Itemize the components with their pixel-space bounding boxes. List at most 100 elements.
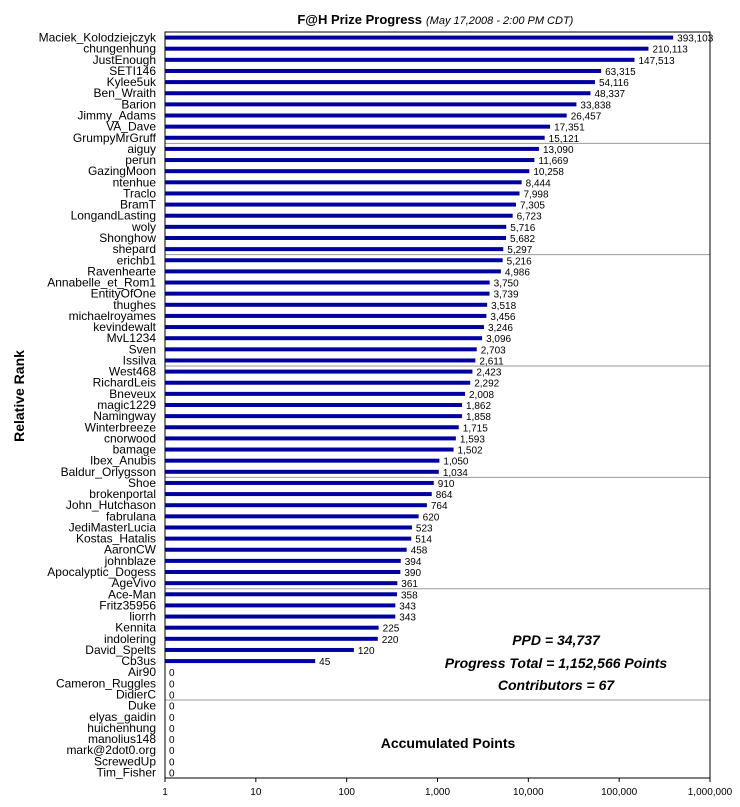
x-tick-label: 10 — [250, 787, 262, 798]
bar — [165, 80, 595, 85]
value-label: 1,050 — [443, 457, 468, 468]
category-label: magic1229 — [97, 398, 156, 412]
bar — [165, 514, 419, 519]
value-label: 45 — [319, 657, 331, 668]
category-label: Tim_Fisher — [96, 765, 156, 779]
bar — [165, 258, 503, 263]
value-label: 343 — [399, 613, 416, 624]
bar — [165, 135, 545, 140]
category-label: ScrewedUp — [94, 754, 156, 768]
value-label: 910 — [438, 479, 455, 490]
value-label: 11,669 — [538, 156, 568, 167]
value-label: 147,513 — [639, 56, 676, 67]
bar — [165, 547, 407, 552]
bar — [165, 503, 427, 508]
value-label: 48,337 — [594, 89, 625, 100]
bar — [165, 469, 439, 474]
value-label: 0 — [169, 768, 175, 779]
bar — [165, 91, 591, 96]
category-label: bamage — [113, 443, 157, 457]
value-label: 864 — [436, 490, 453, 501]
bar — [165, 325, 484, 330]
category-label: GazingMoon — [88, 164, 156, 178]
category-label: Baldur_Orlygsson — [61, 465, 156, 479]
value-label: 33,838 — [580, 100, 611, 111]
bar — [165, 525, 412, 530]
category-label: perun — [125, 153, 156, 167]
category-label: thughes — [113, 298, 156, 312]
category-label: cnorwood — [104, 431, 156, 445]
value-label: 2,423 — [476, 368, 501, 379]
category-label: Barion — [121, 97, 156, 111]
value-label: 2,703 — [481, 345, 506, 356]
value-label: 210,113 — [652, 45, 688, 56]
bar — [165, 558, 401, 563]
value-label: 3,096 — [486, 334, 511, 345]
category-label: Namingway — [93, 409, 156, 423]
value-label: 1,502 — [458, 446, 483, 457]
bars — [165, 35, 674, 664]
bar — [165, 313, 487, 318]
category-label: kevindewalt — [93, 320, 156, 334]
bar — [165, 581, 398, 586]
category-label: VA_Dave — [106, 120, 156, 134]
category-label: Apocalyptic_Dogess — [47, 565, 156, 579]
ppd-annotation: PPD = 34,737 — [512, 632, 601, 648]
category-label: chungenhung — [83, 42, 156, 56]
category-label: erichb1 — [117, 253, 157, 267]
category-label: Ibex_Anubis — [90, 454, 156, 468]
bar — [165, 358, 476, 363]
bar — [165, 46, 649, 51]
value-label: 393,103 — [677, 34, 714, 45]
bar — [165, 347, 477, 352]
value-label: 3,750 — [494, 279, 519, 290]
value-label: 220 — [382, 635, 399, 646]
bar — [165, 191, 520, 196]
category-label: Kennita — [115, 621, 156, 635]
category-label: JediMasterLucia — [69, 520, 157, 534]
value-label: 120 — [358, 646, 375, 657]
bar — [165, 480, 434, 485]
value-label: 4,986 — [505, 267, 530, 278]
value-label: 1,862 — [466, 401, 491, 412]
bar — [165, 291, 490, 296]
bar — [165, 447, 454, 452]
category-label: Ben_Wraith — [94, 86, 156, 100]
category-label: MvL1234 — [107, 331, 157, 345]
category-label: aiguy — [127, 142, 156, 156]
value-label: 390 — [404, 568, 421, 579]
bar — [165, 380, 471, 385]
category-label: liorrh — [129, 610, 156, 624]
bar — [165, 592, 397, 597]
bar — [165, 536, 412, 541]
value-label: 0 — [169, 724, 175, 735]
bar — [165, 124, 551, 129]
category-label: indolering — [104, 632, 156, 646]
bar — [165, 614, 396, 619]
category-label: West468 — [109, 365, 156, 379]
bar — [165, 336, 483, 341]
value-label: 3,246 — [488, 323, 513, 334]
category-label: Ravenhearte — [87, 264, 156, 278]
category-label: Kylee5uk — [107, 75, 157, 89]
bar — [165, 68, 602, 73]
category-label: Kostas_Hatalis — [76, 532, 156, 546]
value-label: 764 — [431, 501, 448, 512]
x-tick-label: 100,000 — [601, 787, 638, 798]
bar — [165, 102, 577, 107]
bar — [165, 202, 516, 207]
category-label: shepard — [113, 242, 156, 256]
progress-total-annotation: Progress Total = 1,152,566 Points — [445, 655, 668, 671]
category-label: AgeVivo — [112, 576, 157, 590]
category-label: Shoe — [128, 476, 156, 490]
category-label: Issilva — [123, 353, 157, 367]
value-label: 0 — [169, 679, 175, 690]
bar — [165, 302, 488, 307]
bar — [165, 625, 379, 630]
bar — [165, 492, 432, 497]
value-label: 0 — [169, 735, 175, 746]
value-labels: 393,103210,113147,51363,31554,11648,3373… — [169, 34, 714, 780]
category-label: Annabelle_et_Rom1 — [47, 276, 156, 290]
value-label: 394 — [405, 557, 422, 568]
